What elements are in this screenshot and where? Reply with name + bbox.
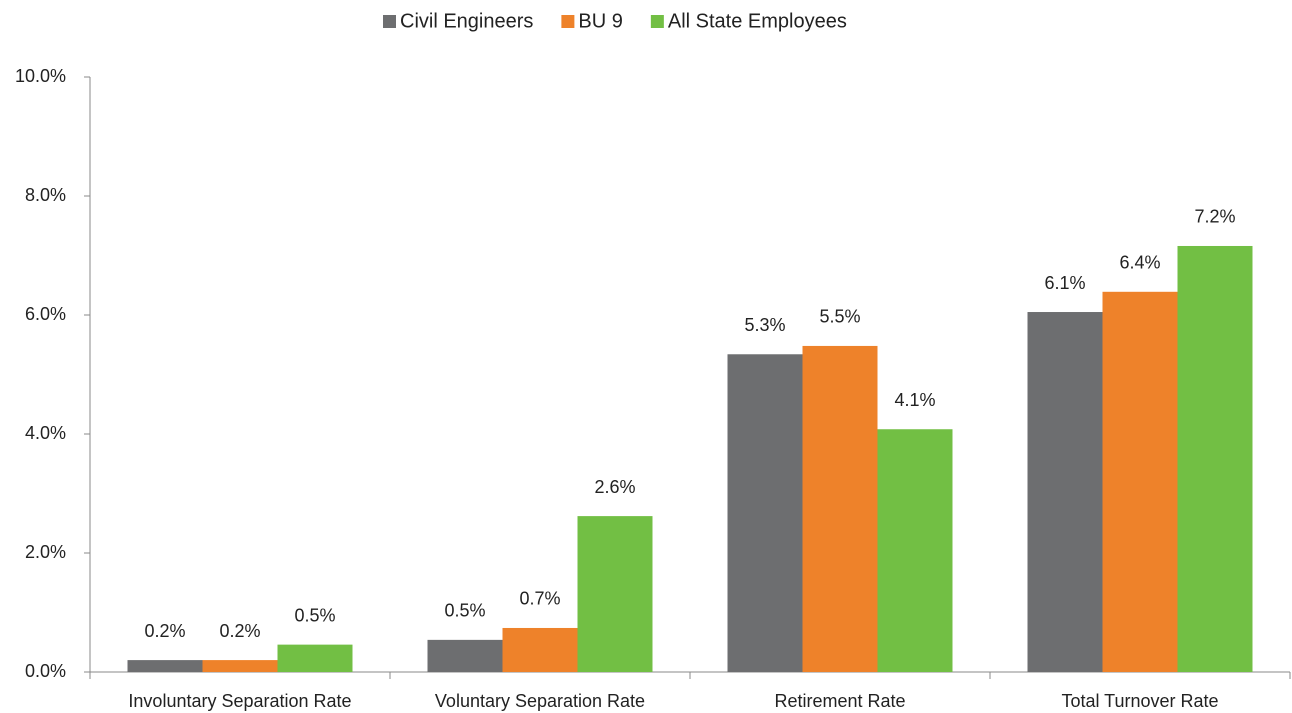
- y-tick-label: 6.0%: [25, 304, 66, 324]
- legend-label: BU 9: [578, 10, 622, 32]
- data-label: 0.7%: [519, 589, 560, 609]
- data-label: 6.1%: [1044, 273, 1085, 293]
- y-tick-label: 4.0%: [25, 423, 66, 443]
- bar: [1177, 245, 1253, 673]
- y-tick-label: 10.0%: [15, 66, 66, 86]
- bar: [202, 660, 278, 672]
- legend-label: All State Employees: [668, 10, 847, 32]
- x-tick-label: Total Turnover Rate: [1061, 691, 1218, 711]
- data-label: 7.2%: [1194, 207, 1235, 227]
- x-tick-label: Retirement Rate: [774, 691, 905, 711]
- bar: [877, 429, 953, 672]
- bar: [802, 345, 878, 672]
- bar: [577, 516, 653, 672]
- y-tick-label: 0.0%: [25, 661, 66, 681]
- x-tick-label: Involuntary Separation Rate: [128, 691, 351, 711]
- bar: [1102, 291, 1178, 672]
- legend-swatch: [650, 15, 664, 28]
- data-label: 0.5%: [444, 601, 485, 621]
- data-label: 5.3%: [744, 315, 785, 335]
- legend-swatch: [383, 15, 396, 28]
- bar: [502, 627, 578, 672]
- data-label: 0.2%: [144, 621, 185, 641]
- legend-label: Civil Engineers: [400, 10, 533, 32]
- data-label: 5.5%: [819, 307, 860, 327]
- data-label: 2.6%: [594, 477, 635, 497]
- data-label: 0.5%: [294, 605, 335, 625]
- data-label: 4.1%: [894, 390, 935, 410]
- data-label: 6.4%: [1119, 253, 1160, 273]
- bar: [427, 639, 503, 672]
- bar: [277, 644, 353, 672]
- y-tick-label: 8.0%: [25, 185, 66, 205]
- legend-swatch: [561, 15, 575, 28]
- bar: [727, 354, 803, 672]
- bar: [1027, 312, 1103, 672]
- y-tick-label: 2.0%: [25, 542, 66, 562]
- x-tick-label: Voluntary Separation Rate: [435, 691, 645, 711]
- data-label: 0.2%: [219, 621, 260, 641]
- bar: [127, 660, 203, 672]
